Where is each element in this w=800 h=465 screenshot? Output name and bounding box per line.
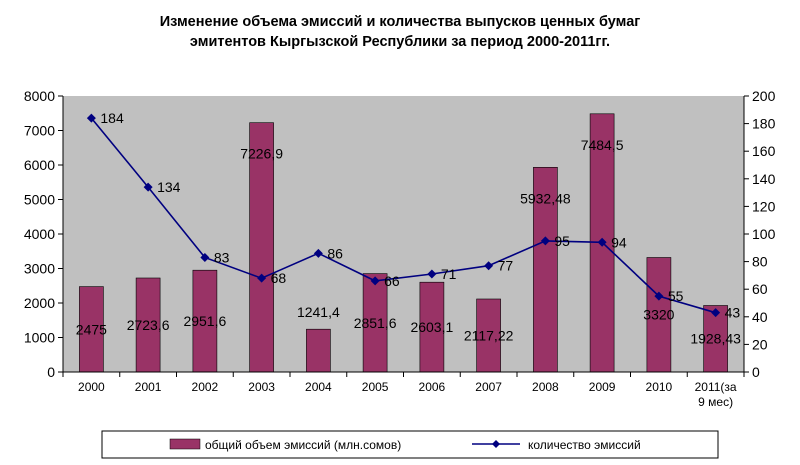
count-line: [90, 117, 716, 314]
legend: общий объем эмиссий (млн.сомов) количест…: [101, 430, 719, 459]
x-tick-label: 2007: [475, 380, 502, 394]
chart-title-line1: Изменение объема эмиссий и количества вы…: [159, 14, 641, 30]
bar-2001: [135, 277, 161, 373]
bar-2002: [192, 269, 218, 373]
count-value-label: 55: [668, 288, 684, 304]
count-value-label: 77: [498, 258, 514, 274]
x-tick-label: 2001: [135, 380, 162, 394]
bar-value-label: 5932,48: [520, 190, 571, 206]
bar-value-label: 2603,1: [410, 319, 453, 335]
count-value-label: 86: [327, 245, 343, 261]
right-tick-label: 0: [752, 364, 760, 380]
line-series: [86, 113, 721, 318]
count-marker-2000: [86, 113, 96, 123]
count-marker-2005: [370, 276, 380, 286]
legend-bar-swatch: [169, 438, 201, 450]
x-tick-label: 2010: [646, 380, 673, 394]
chart-title: Изменение объема эмиссий и количества вы…: [0, 12, 800, 52]
count-value-label: 94: [611, 234, 627, 250]
left-tick-label: 7000: [24, 123, 55, 139]
count-marker-2002: [200, 252, 210, 262]
x-tick-label: 2008: [532, 380, 559, 394]
bar-value-label: 1928,43: [690, 331, 741, 347]
bar-value-label: 2851,6: [354, 315, 397, 331]
bar-2005: [362, 273, 388, 373]
count-marker-2003: [257, 273, 267, 283]
left-tick-label: 1000: [24, 330, 55, 346]
legend-line-label: количество эмиссий: [528, 438, 641, 452]
count-value-label: 66: [384, 273, 400, 289]
right-tick-label: 140: [752, 171, 776, 187]
left-tick-label: 5000: [24, 192, 55, 208]
bar-value-label: 7226,9: [240, 146, 283, 162]
count-marker-2010: [654, 291, 664, 301]
x-tick-label: 2002: [192, 380, 219, 394]
bar-value-label: 2951,6: [183, 313, 226, 329]
left-tick-label: 2000: [24, 295, 55, 311]
chart-title-line2: эмитентов Кыргызской Республики за перио…: [189, 34, 611, 50]
x-tick-label: 2004: [305, 380, 332, 394]
right-tick-label: 100: [752, 226, 776, 242]
bar-value-label: 2117,22: [464, 328, 514, 344]
legend-box: [101, 430, 719, 459]
count-marker-2007: [484, 261, 494, 271]
count-value-label: 71: [441, 266, 457, 282]
right-tick-label: 200: [752, 88, 776, 104]
x-tick-label: 2006: [419, 380, 446, 394]
x-tick-label: 2011(за 9 мес): [695, 380, 737, 409]
right-tick-label: 40: [752, 309, 768, 325]
right-tick-label: 120: [752, 198, 776, 214]
bar-value-label: 1241,4: [297, 304, 340, 320]
bar-value-label: 3320: [643, 307, 674, 323]
left-tick-label: 3000: [24, 261, 55, 277]
bar-2010: [646, 257, 672, 373]
count-value-label: 95: [554, 233, 570, 249]
axes: 0 1000 2000 3000 4000 5000 6000 7000 8000 0 20 40 60…: [24, 88, 776, 409]
legend-bar-label: общий объем эмиссий (млн.сомов): [205, 438, 401, 452]
bar-value-label: 7484,5: [581, 137, 624, 153]
count-marker-2011(за 9 мес): [711, 308, 721, 318]
bar-2003: [249, 122, 274, 373]
count-marker-2001: [143, 182, 153, 192]
count-value-label: 134: [157, 179, 181, 195]
count-value-label: 68: [271, 270, 287, 286]
bar-value-label: 2723,6: [127, 317, 170, 333]
count-marker-2009: [597, 237, 607, 247]
count-marker-2008: [540, 236, 550, 246]
x-tick-label: 2009: [589, 380, 616, 394]
bar-2008: [533, 167, 558, 373]
left-tick-label: 8000: [24, 88, 55, 104]
left-tick-label: 0: [47, 364, 55, 380]
right-tick-label: 20: [752, 336, 768, 352]
right-tick-label: 80: [752, 254, 768, 270]
x-tick-label: 2005: [362, 380, 389, 394]
data-labels: 2475 2723,6 2951,6 7226,9 1241,4 2851,6 2603,1…: [76, 110, 741, 347]
bar-value-label: 2475: [76, 321, 107, 337]
count-value-label: 184: [100, 110, 124, 126]
bar-2004: [306, 328, 331, 373]
bar-2000: [79, 286, 104, 373]
left-tick-label: 6000: [24, 157, 55, 173]
right-tick-label: 60: [752, 281, 768, 297]
x-tick-label: 2000: [78, 380, 105, 394]
right-tick-label: 180: [752, 116, 776, 132]
count-value-label: 43: [725, 305, 741, 321]
count-marker-2004: [313, 248, 323, 258]
right-tick-label: 160: [752, 143, 776, 159]
count-marker-2006: [427, 269, 437, 279]
x-tick-label: 2003: [248, 380, 275, 394]
left-tick-label: 4000: [24, 226, 55, 242]
plot-area: [63, 96, 744, 372]
legend-line-marker: [492, 440, 500, 448]
count-value-label: 83: [214, 250, 230, 266]
